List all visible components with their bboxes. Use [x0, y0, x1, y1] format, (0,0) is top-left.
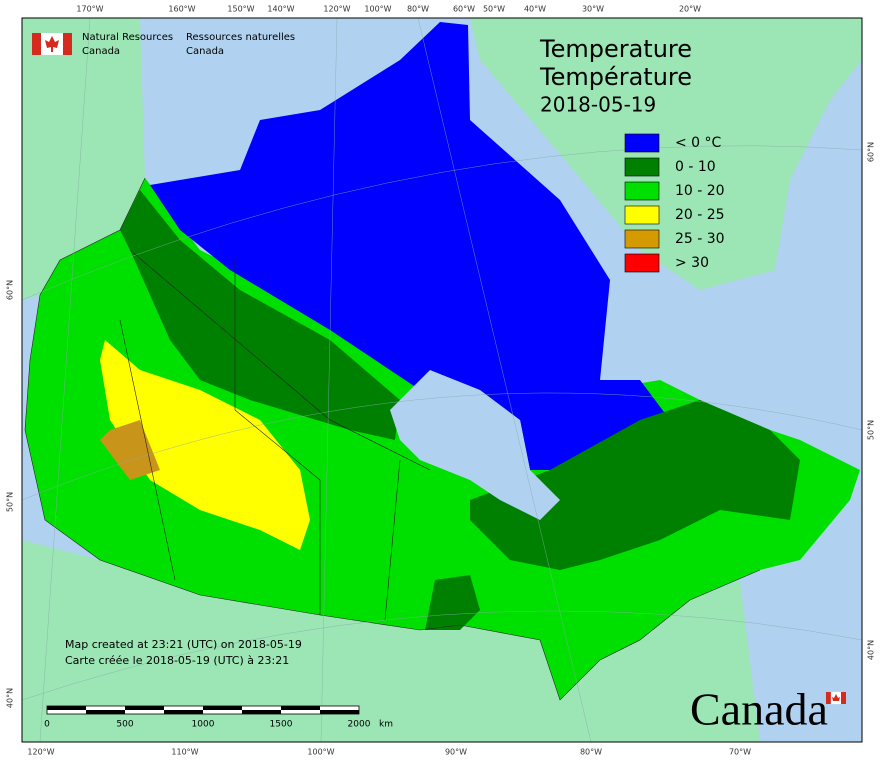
- legend-swatch: [624, 157, 660, 177]
- graticule-label: 100°W: [307, 748, 334, 757]
- legend-swatch: [624, 181, 660, 201]
- graticule-label: 20°W: [679, 5, 701, 14]
- graticule-label: 110°W: [171, 748, 198, 757]
- graticule-label: 40°N: [867, 640, 876, 660]
- hudson-bay: [390, 370, 560, 520]
- graticule-label: 70°W: [729, 748, 751, 757]
- date: 2018-05-19: [540, 93, 656, 117]
- scale-segment: [47, 706, 86, 710]
- scale-segment: [125, 706, 164, 710]
- legend-label: 20 - 25: [675, 207, 725, 223]
- scale-segment: [164, 710, 203, 714]
- flag-bar: [32, 33, 41, 55]
- alaska: [22, 18, 145, 300]
- graticule-label: 60°W: [453, 5, 475, 14]
- scale-segment: [281, 706, 320, 710]
- borders: [24, 177, 761, 701]
- canada-below-0: [150, 22, 670, 470]
- note: Map created at 23:21 (UTC) on 2018-05-19: [65, 638, 302, 651]
- graticule-label: 50°N: [867, 420, 876, 440]
- title: Temperature: [539, 35, 692, 63]
- graticule-label: 150°W: [227, 5, 254, 14]
- legend-label: > 30: [675, 255, 709, 271]
- graticule-label: 50°N: [6, 492, 15, 512]
- graticule-label: 140°W: [267, 5, 294, 14]
- scale-segment: [320, 710, 359, 714]
- canada-25-30: [100, 420, 160, 480]
- agency-fr: Ressources naturelles: [186, 32, 295, 43]
- legend: < 0 °C 0 - 10 10 - 20 20 - 25 25 - 30 > 30: [624, 133, 725, 273]
- scale-bar: 0 500 1000 1500 2000 km: [44, 705, 393, 730]
- canada-20-25: [100, 340, 310, 550]
- flag-bar: [63, 33, 72, 55]
- wordmark: Canada: [690, 684, 828, 735]
- wordmark-leaf: [832, 694, 840, 701]
- greenland: [470, 18, 862, 290]
- scale-label: 0: [44, 720, 50, 730]
- legend-swatch: [624, 205, 660, 225]
- canada-0-10-ontario: [425, 575, 480, 630]
- legend-swatch: [624, 253, 660, 273]
- wordmark-flag: [826, 692, 831, 704]
- scale-segment: [203, 706, 242, 710]
- scale-label: 500: [116, 720, 133, 730]
- nrcan-signature: Natural Resources Canada Ressources natu…: [32, 32, 295, 57]
- legend-swatch: [624, 229, 660, 249]
- legend-label: 25 - 30: [675, 231, 725, 247]
- graticule-label: 60°N: [867, 142, 876, 162]
- map-body: [22, 18, 862, 742]
- graticule-label: 80°W: [407, 5, 429, 14]
- scale-segment: [242, 710, 281, 714]
- scale-label: 1500: [270, 720, 293, 730]
- scale-label: 1000: [192, 720, 215, 730]
- frame: [21, 17, 863, 743]
- scale-label: 2000: [348, 720, 371, 730]
- graticule-labels: 170°W 160°W 150°W 140°W 120°W 100°W 80°W 60°W 50…: [6, 5, 876, 757]
- graticule-label: 160°W: [168, 5, 195, 14]
- legend-swatch: [624, 133, 660, 153]
- legend-label: < 0 °C: [675, 135, 722, 151]
- scale-unit: km: [379, 720, 393, 730]
- maple-leaf: [45, 36, 59, 52]
- graticule-label: 170°W: [76, 5, 103, 14]
- agency-en: Natural Resources: [82, 32, 173, 43]
- graticule-label: 40°W: [524, 5, 546, 14]
- graticule-label: 120°W: [27, 748, 54, 757]
- canada-0-10-east: [470, 400, 800, 570]
- title: Température: [539, 63, 692, 91]
- graticule-label: 30°W: [582, 5, 604, 14]
- agency-en: Canada: [82, 46, 120, 57]
- graticule-label: 40°N: [6, 688, 15, 708]
- graticule-label: 120°W: [323, 5, 350, 14]
- graticule-label: 50°W: [483, 5, 505, 14]
- graticule-lines: [22, 18, 862, 742]
- wordmark-flag: [841, 692, 846, 704]
- legend-label: 0 - 10: [675, 159, 716, 175]
- scale-segment: [86, 710, 125, 714]
- note: Carte créée le 2018-05-19 (UTC) à 23:21: [65, 654, 289, 667]
- graticule-label: 80°W: [580, 748, 602, 757]
- usa: [22, 540, 760, 742]
- graticule-label: 60°N: [6, 280, 15, 300]
- graticule-label: 100°W: [364, 5, 391, 14]
- legend-label: 10 - 20: [675, 183, 725, 199]
- canada-0-10-north: [120, 190, 400, 440]
- graticule-label: 90°W: [445, 748, 467, 757]
- agency-fr: Canada: [186, 46, 224, 57]
